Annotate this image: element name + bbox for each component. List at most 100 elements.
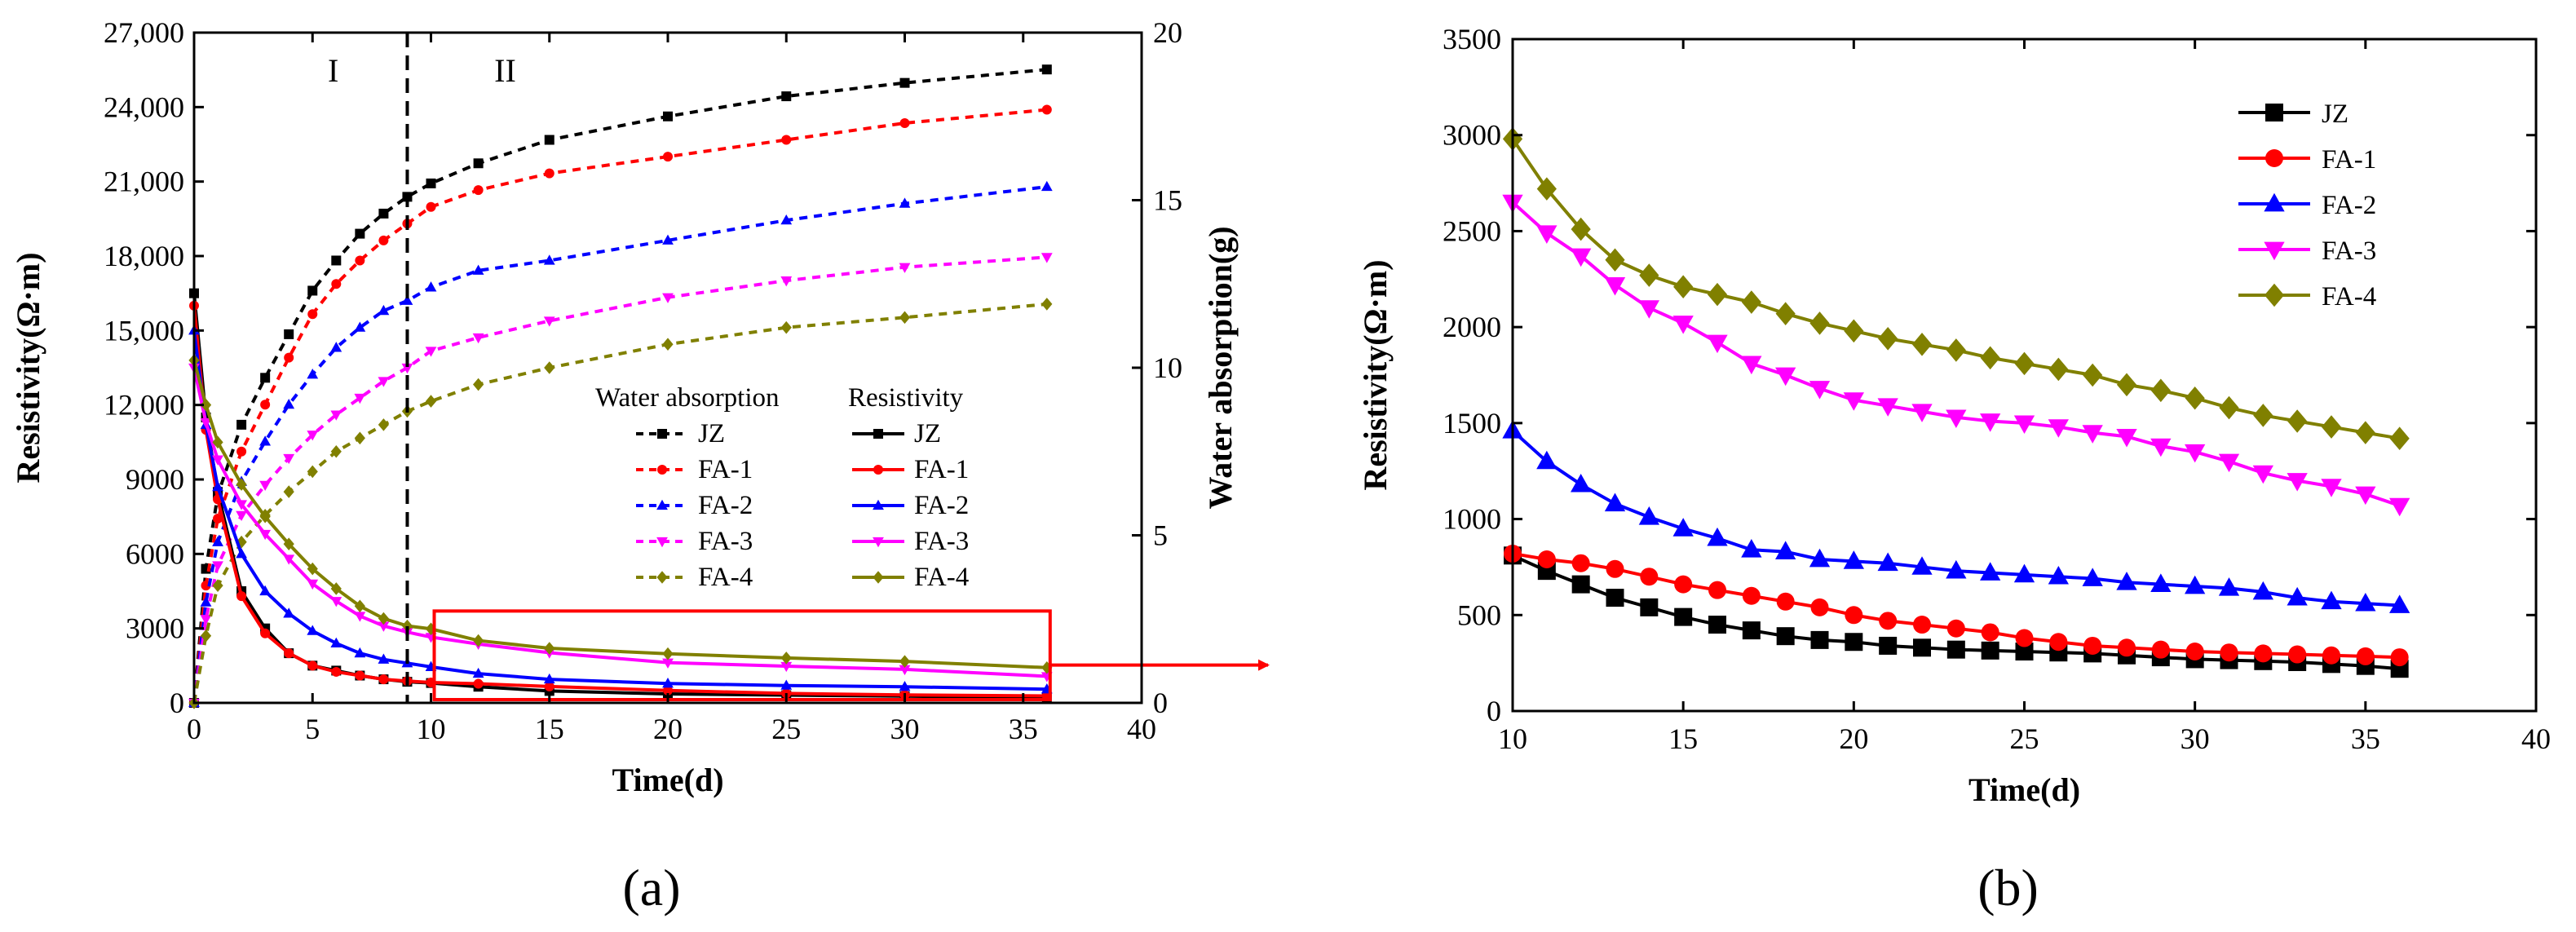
- panel-a-x-axis-title: Time(d): [612, 762, 723, 798]
- panel-a-legend: Water absorption Resistivity JZ FA-1 FA-2 F…: [595, 383, 969, 592]
- panel-b-point-fa-3: [1877, 398, 1898, 417]
- panel-b-point-fa-4: [2389, 426, 2410, 450]
- panel-a-x-tick-label: 5: [305, 713, 320, 745]
- panel-b-point-fa-2: [1571, 473, 1592, 493]
- water-point-fa-4: [307, 465, 318, 479]
- panel-a-left-y-tick-label: 24,000: [104, 91, 184, 123]
- water-point-fa-1: [473, 185, 484, 196]
- legend-resistivity-swatch-marker-fa-3: [873, 537, 884, 548]
- panel-a-x-tick-label: 30: [890, 713, 920, 745]
- panel-b-point-fa-4: [1911, 333, 1933, 356]
- panel-b-point-fa-4: [2185, 386, 2205, 410]
- resistivity-point-fa-2: [780, 679, 793, 690]
- panel-b-point-fa-1: [2254, 644, 2273, 663]
- water-line-jz: [192, 68, 1047, 704]
- panel-a-left-y-tick-label: 18,000: [104, 240, 184, 272]
- water-point-fa-3: [378, 377, 390, 387]
- panel-b-point-fa-4: [1536, 177, 1557, 201]
- panel-b-point-fa-3: [1638, 300, 1659, 319]
- panel-b-point-fa-1: [2356, 647, 2375, 665]
- legend-title-water-absorption: Water absorption: [595, 383, 780, 413]
- water-point-fa-3: [330, 410, 342, 421]
- panel-a-x-tick-label: 20: [653, 713, 683, 745]
- water-point-fa-4: [780, 320, 792, 334]
- water-point-fa-1: [378, 235, 389, 245]
- water-point-fa-1: [1041, 104, 1052, 115]
- panel-b-point-fa-2: [1638, 506, 1659, 525]
- panel-b-point-fa-2: [1877, 552, 1898, 572]
- water-point-fa-4: [425, 395, 437, 408]
- panel-b-point-fa-1: [2015, 629, 2034, 647]
- panel-b-point-fa-3: [2150, 438, 2172, 457]
- water-point-fa-3: [662, 293, 674, 303]
- resistivity-point-fa-4: [544, 642, 555, 655]
- water-point-fa-1: [260, 400, 271, 410]
- water-point-fa-3: [259, 480, 272, 492]
- water-point-fa-4: [899, 311, 911, 325]
- panel-b-point-fa-2: [2287, 586, 2308, 606]
- panel-b-y-tick-label: 2000: [1443, 311, 1501, 343]
- panel-b-point-fa-3: [2048, 419, 2069, 438]
- panel-b-point-fa-2: [1775, 541, 1796, 559]
- water-point-fa-2: [1041, 180, 1053, 192]
- panel-b-point-fa-4: [2083, 363, 2103, 387]
- panel-b-point-fa-3: [2116, 428, 2137, 448]
- panel-b-point-fa-2: [1946, 559, 1967, 579]
- resistivity-line-fa-4: [192, 360, 1047, 669]
- resistivity-point-fa-2: [307, 625, 319, 635]
- resistivity-point-fa-4: [662, 647, 674, 660]
- panel-b-point-fa-4: [2014, 351, 2035, 376]
- panel-b-point-fa-3: [1707, 334, 1728, 354]
- resistivity-point-fa-2: [330, 637, 342, 648]
- resistivity-point-fa-4: [236, 478, 247, 491]
- resistivity-point-fa-4: [200, 398, 212, 412]
- resistivity-point-fa-4: [473, 634, 484, 647]
- resistivity-point-fa-1: [544, 681, 555, 691]
- resistivity-point-fa-2: [543, 673, 555, 684]
- legend-water-swatch-marker-fa-3: [656, 537, 668, 548]
- panel-b-point-jz: [1879, 636, 1898, 655]
- water-point-fa-4: [354, 431, 365, 445]
- water-point-fa-2: [378, 304, 390, 316]
- panel-a-chart: 0 5 10 15 20 25 30 35 40030006000900012,00015,00…: [10, 16, 1270, 917]
- resistivity-point-fa-1: [236, 591, 247, 602]
- water-point-jz: [781, 91, 792, 102]
- resistivity-point-fa-3: [212, 455, 223, 466]
- water-line-fa-4: [192, 302, 1047, 704]
- panel-b-series-layer: [1502, 127, 2410, 678]
- water-point-fa-2: [401, 294, 413, 305]
- panel-a-left-y-tick-label: 21,000: [104, 166, 184, 198]
- panel-b-point-fa-3: [1536, 225, 1558, 244]
- resistivity-point-fa-3: [200, 417, 212, 429]
- panel-b-x-tick-label: 15: [1668, 722, 1698, 755]
- panel-b-point-jz: [1946, 640, 1965, 659]
- legend-water-label-fa-4: FA-4: [698, 563, 753, 592]
- panel-b-point-fa-3: [1911, 404, 1933, 422]
- panel-b-point-fa-4: [1809, 311, 1830, 335]
- panel-b-legend-swatch-marker-jz: [2265, 104, 2283, 121]
- panel-b-point-fa-4: [2048, 357, 2069, 382]
- water-point-fa-2: [212, 536, 223, 546]
- panel-b-point-jz: [1913, 638, 1931, 657]
- panel-b-point-fa-1: [1640, 568, 1659, 586]
- panel-b-x-tick-label: 30: [2181, 722, 2210, 755]
- panel-b-point-fa-3: [1946, 409, 1967, 428]
- panel-b-point-fa-2: [1809, 548, 1831, 568]
- resistivity-point-fa-3: [307, 579, 319, 590]
- water-point-jz: [544, 135, 555, 145]
- resistivity-point-fa-1: [307, 660, 318, 671]
- panel-b-point-fa-3: [1843, 392, 1864, 411]
- legend-resistivity-swatch-marker-fa-4: [873, 571, 884, 584]
- water-point-fa-2: [307, 369, 319, 379]
- water-point-fa-3: [472, 333, 484, 344]
- water-point-fa-3: [425, 347, 437, 357]
- water-point-fa-1: [663, 152, 673, 162]
- resistivity-point-fa-4: [307, 562, 318, 576]
- legend-water-label-jz: JZ: [698, 419, 725, 448]
- panel-b-point-fa-4: [2287, 409, 2308, 433]
- panel-b-point-fa-1: [2049, 633, 2068, 652]
- panel-b-point-fa-3: [1672, 316, 1694, 334]
- water-point-fa-3: [1041, 253, 1053, 263]
- resistivity-point-fa-1: [260, 628, 271, 638]
- water-point-jz: [1041, 64, 1052, 75]
